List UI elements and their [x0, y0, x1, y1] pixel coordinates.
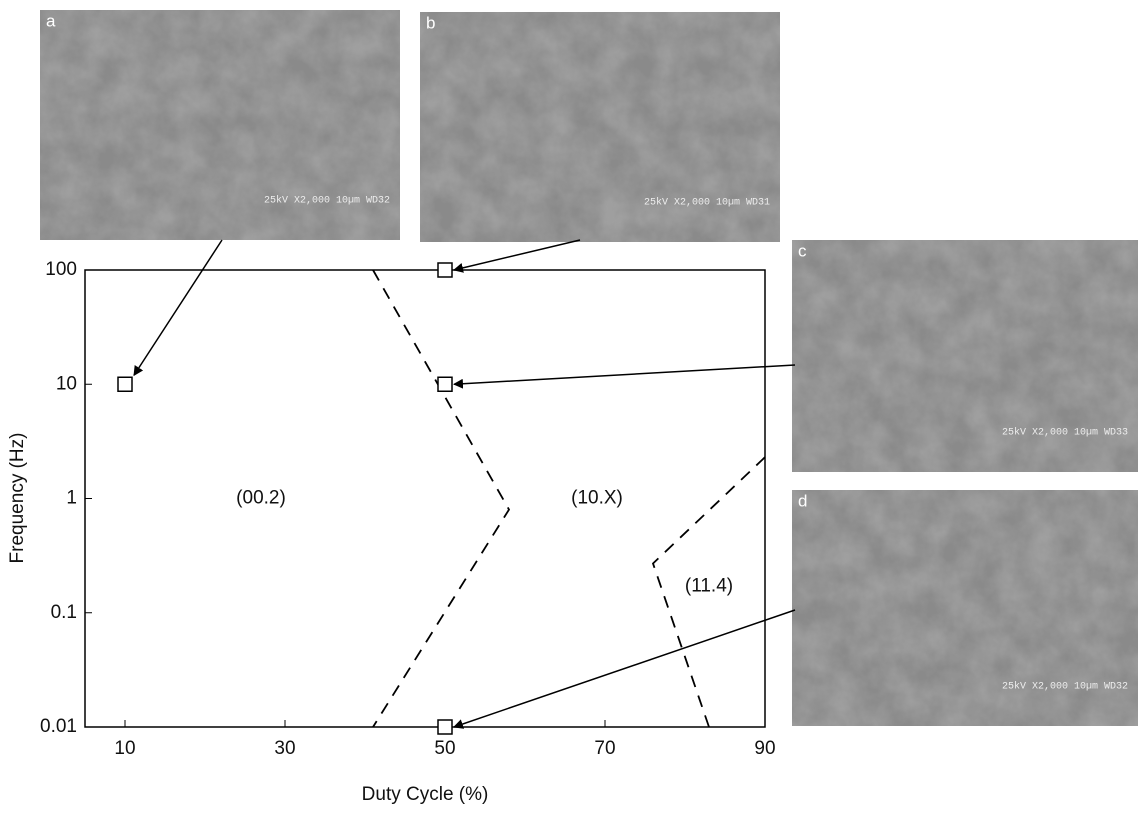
y-tick-label: 100: [45, 259, 77, 280]
x-tick-label: 70: [594, 738, 615, 759]
region-label: (11.4): [685, 575, 733, 596]
panel-letter: b: [426, 13, 435, 32]
data-point: [438, 377, 452, 391]
arrow: [454, 240, 580, 270]
y-tick-label: 0.01: [40, 716, 77, 737]
y-tick-label: 1: [66, 488, 77, 509]
data-point: [118, 377, 132, 391]
panel-letter: d: [798, 491, 807, 510]
x-axis-title: Duty Cycle (%): [362, 784, 489, 805]
data-point: [438, 720, 452, 734]
micrograph-caption: 25kV X2,000 10µm WD31: [644, 197, 770, 209]
micrograph-caption: 25kV X2,000 10µm WD32: [264, 195, 390, 207]
phase-boundary: [373, 270, 509, 727]
chart: Duty Cycle (%) Frequency (Hz) a 25kV X2,0…: [0, 0, 1138, 808]
y-axis-title: Frequency (Hz): [7, 433, 28, 564]
x-tick-label: 10: [114, 738, 135, 759]
region-label: (10.X): [571, 488, 623, 509]
x-tick-label: 90: [754, 738, 775, 759]
y-tick-label: 10: [56, 373, 77, 394]
x-tick-label: 30: [274, 738, 295, 759]
micrograph-caption: 25kV X2,000 10µm WD32: [1002, 681, 1128, 693]
arrow: [134, 240, 222, 375]
arrow: [454, 365, 795, 384]
arrow: [454, 610, 795, 727]
panel-letter: c: [798, 241, 807, 260]
panel-letter: a: [46, 11, 56, 30]
x-tick-label: 50: [434, 738, 455, 759]
micrograph-caption: 25kV X2,000 10µm WD33: [1002, 427, 1128, 439]
region-label: (00.2): [236, 488, 286, 509]
data-point: [438, 263, 452, 277]
plot-frame: [85, 270, 765, 727]
y-tick-label: 0.1: [51, 602, 77, 623]
